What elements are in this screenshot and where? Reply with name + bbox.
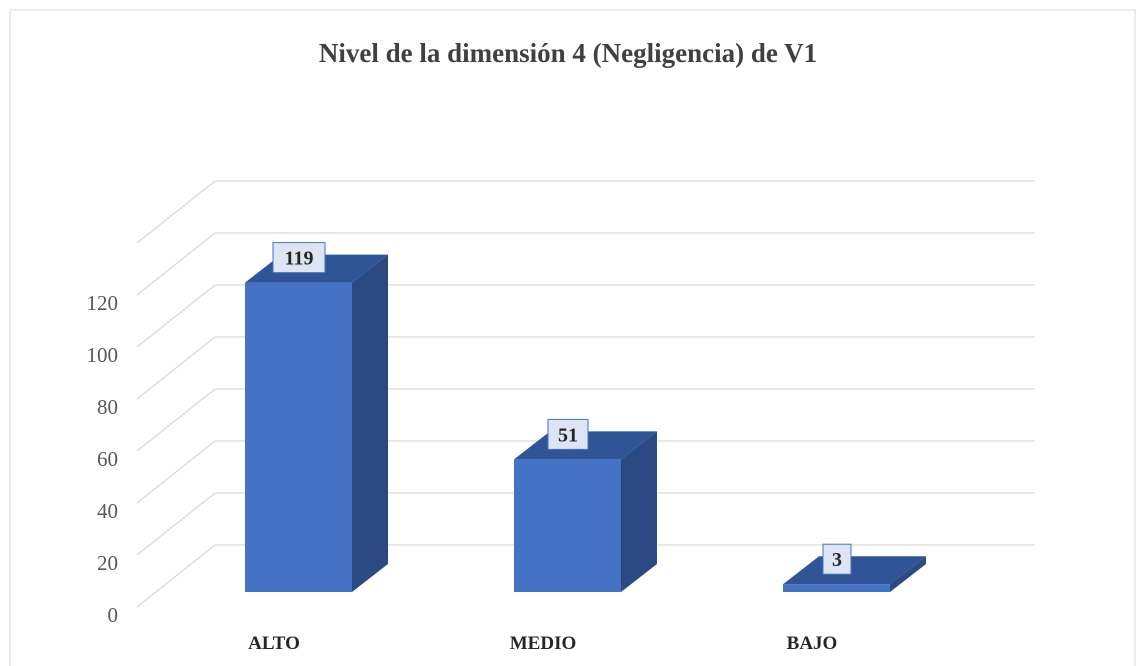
bar — [783, 584, 890, 592]
y-tick-label: 80 — [97, 395, 118, 419]
value-label: 119 — [285, 248, 314, 270]
value-label: 51 — [558, 424, 578, 446]
grid-line — [136, 440, 216, 504]
y-tick-label: 120 — [87, 291, 119, 315]
grid-line — [136, 388, 216, 452]
y-tick-label: 100 — [87, 343, 119, 367]
y-tick-label: 0 — [108, 603, 119, 627]
grid-line — [136, 284, 216, 348]
y-tick-label: 40 — [97, 499, 118, 523]
bar — [514, 459, 621, 592]
bar-side — [890, 556, 926, 592]
x-tick-label: MEDIO — [510, 633, 577, 654]
x-tick-label: ALTO — [248, 633, 300, 654]
value-label: 3 — [832, 549, 842, 571]
bar-top — [783, 556, 926, 585]
grid-line — [136, 336, 216, 400]
bar — [245, 282, 352, 592]
plot-top-edge — [136, 180, 216, 244]
value-label-box — [547, 418, 589, 450]
grid-line — [136, 232, 216, 296]
bar-side — [621, 431, 657, 592]
grid-line — [136, 544, 216, 608]
x-tick-label: BAJO — [787, 633, 838, 654]
chart-title: Nivel de la dimensión 4 (Negligencia) de… — [319, 38, 817, 68]
grid-line — [136, 492, 216, 556]
y-tick-label: 20 — [97, 551, 118, 575]
y-tick-label: 60 — [97, 447, 118, 471]
value-label-box — [272, 242, 326, 274]
bar-side — [352, 254, 388, 592]
value-label-box — [822, 543, 852, 575]
